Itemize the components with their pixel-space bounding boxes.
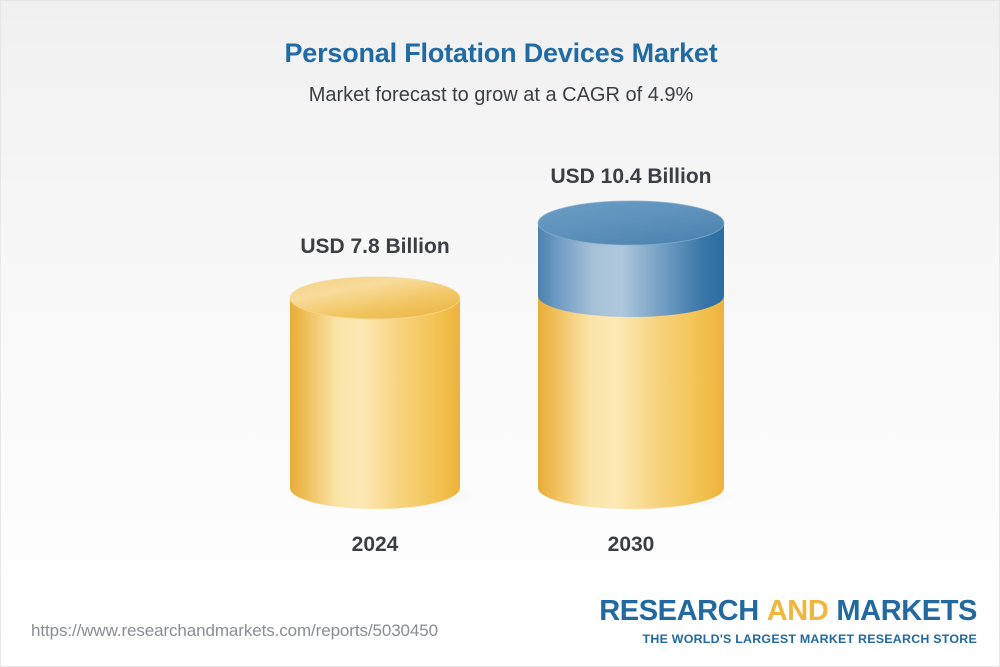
cylinder-2024[interactable] [286,276,478,513]
category-label-2024: 2024 [351,533,399,556]
value-label-2024: USD 7.8 Billion [300,235,450,258]
bar-group-2024: USD 7.8 Billion [286,1,478,666]
chart-subtitle: Market forecast to grow at a CAGR of 4.9… [308,84,694,107]
logo-word-and: AND [766,594,829,627]
cylinder-2030-base-segment [538,296,724,509]
cylinder-2030-growth-segment [538,223,724,317]
logo-tagline: THE WORLD'S LARGEST MARKET RESEARCH STOR… [642,631,977,646]
report-url-link[interactable]: https://www.researchandmarkets.com/repor… [31,621,438,640]
logo-wordmark: RESEARCH AND MARKETS [599,594,977,627]
chart-header: Personal Flotation Devices Market Market… [1,37,999,107]
logo-word-research: RESEARCH [599,594,759,627]
bar-group-2030: USD 10.4 Billion [536,1,740,666]
value-label-2030: USD 10.4 Billion [550,165,712,188]
logo-word-markets: MARKETS [836,594,977,627]
cylinder-2030[interactable] [536,200,740,513]
page-title: Personal Flotation Devices Market [284,38,718,68]
research-and-markets-logo[interactable]: RESEARCH AND MARKETS THE WORLD'S LARGEST M… [599,594,977,646]
category-label-2030: 2030 [607,533,655,556]
